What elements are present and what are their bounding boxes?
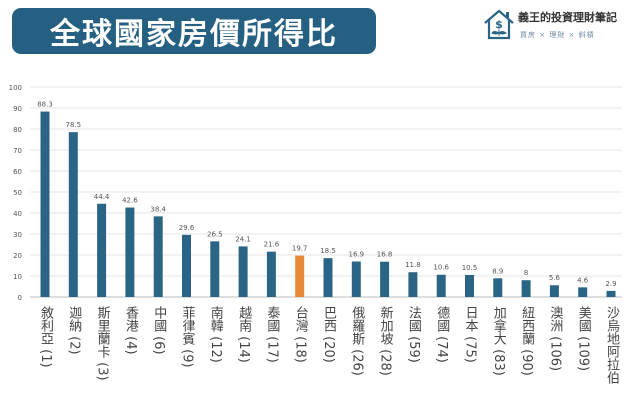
x-tick-label: 迦納 (2) xyxy=(66,306,82,355)
y-tick-label: 0 xyxy=(18,294,22,302)
bar xyxy=(295,255,305,297)
x-tick-label: 敘利亞 (1) xyxy=(38,306,53,368)
bar xyxy=(606,290,616,297)
page-title: 全球國家房價所得比 xyxy=(12,8,376,54)
x-tick-label: 日本 (75) xyxy=(462,306,478,363)
data-label: 44.4 xyxy=(94,193,110,201)
bar xyxy=(68,132,78,297)
x-tick-label: 法國 (59) xyxy=(405,306,421,363)
y-tick-label: 90 xyxy=(13,105,22,113)
data-label: 88.3 xyxy=(37,101,53,109)
x-tick-label: 新加坡 (28) xyxy=(377,306,393,376)
data-label: 78.5 xyxy=(66,121,82,129)
data-label: 19.7 xyxy=(292,245,308,253)
y-tick-label: 100 xyxy=(9,84,22,92)
x-tick-label: 台灣 (18) xyxy=(292,306,308,363)
x-tick-label: 澳洲 (106) xyxy=(547,306,563,372)
data-label: 4.6 xyxy=(577,276,589,284)
data-label: 10.6 xyxy=(433,264,449,272)
x-tick-label: 香港 (4) xyxy=(122,306,138,355)
y-tick-label: 10 xyxy=(13,273,22,281)
bar xyxy=(182,234,191,297)
y-tick-label: 20 xyxy=(13,252,22,260)
data-label: 5.6 xyxy=(549,274,561,282)
bar xyxy=(97,203,107,297)
data-label: 21.6 xyxy=(264,241,280,249)
x-tick-label: 德國 (74) xyxy=(434,306,450,363)
data-label: 8.9 xyxy=(492,267,503,275)
data-label: 29.6 xyxy=(179,224,195,232)
bar xyxy=(521,280,531,297)
svg-text:$: $ xyxy=(495,18,503,31)
data-label: 38.4 xyxy=(150,205,166,213)
x-tick-label: 加拿大 (83) xyxy=(490,306,506,376)
data-label: 42.6 xyxy=(122,197,138,205)
bar xyxy=(210,241,220,297)
y-tick-label: 80 xyxy=(13,126,22,134)
house-dollar-icon: $ xyxy=(484,9,514,40)
bar xyxy=(125,207,135,297)
x-tick-label: 俄羅斯 (26) xyxy=(349,306,365,376)
bar xyxy=(493,278,503,297)
data-label: 26.5 xyxy=(207,230,223,238)
bar xyxy=(323,258,333,297)
bar xyxy=(465,274,474,297)
bar xyxy=(578,287,588,297)
data-label: 16.9 xyxy=(349,251,365,259)
data-label: 11.8 xyxy=(405,261,421,269)
y-tick-label: 40 xyxy=(13,210,22,218)
bar xyxy=(238,246,248,297)
x-tick-label: 美國 (109) xyxy=(575,306,591,372)
x-tick-label: 泰國 (17) xyxy=(264,306,280,363)
y-tick-label: 50 xyxy=(13,189,22,197)
data-label: 8 xyxy=(524,269,528,277)
x-tick-label: 中國 (6) xyxy=(151,306,167,355)
x-tick-label: 斯里蘭卡 (3) xyxy=(94,306,110,381)
logo: $ 義王的投資理財筆記 買房 × 理財 × 斜槓 xyxy=(482,6,632,46)
brand-name: 義王的投資理財筆記 xyxy=(518,11,617,24)
data-label: 10.5 xyxy=(462,264,478,272)
data-label: 2.9 xyxy=(605,280,616,288)
data-label: 16.8 xyxy=(377,251,393,259)
x-tick-label: 巴西 (20) xyxy=(321,306,336,363)
y-tick-label: 30 xyxy=(13,231,22,239)
bar xyxy=(380,261,390,297)
x-tick-label: 沙烏地阿拉伯 xyxy=(604,306,619,384)
x-tick-label: 南韓 (12) xyxy=(207,306,223,363)
x-tick-label: 越南 (14) xyxy=(236,306,252,363)
bar xyxy=(436,274,446,297)
bar xyxy=(351,261,361,297)
x-tick-label: 紐西蘭 (90) xyxy=(519,306,535,376)
bar xyxy=(408,272,418,297)
data-label: 24.1 xyxy=(235,235,251,243)
y-tick-label: 60 xyxy=(13,168,22,176)
data-label: 18.5 xyxy=(320,247,336,255)
x-tick-label: 菲律賓 (9) xyxy=(179,306,195,368)
y-tick-label: 70 xyxy=(13,147,22,155)
bar xyxy=(40,111,50,297)
brand-tagline: 買房 × 理財 × 斜槓 xyxy=(520,31,595,39)
bar xyxy=(549,285,559,297)
bar-chart: 0 10 20 30 40 50 60 70 80 90 100 88.3 78.5 44.4 42.6 38… xyxy=(9,84,622,302)
bar xyxy=(266,251,276,297)
bar xyxy=(153,216,163,297)
